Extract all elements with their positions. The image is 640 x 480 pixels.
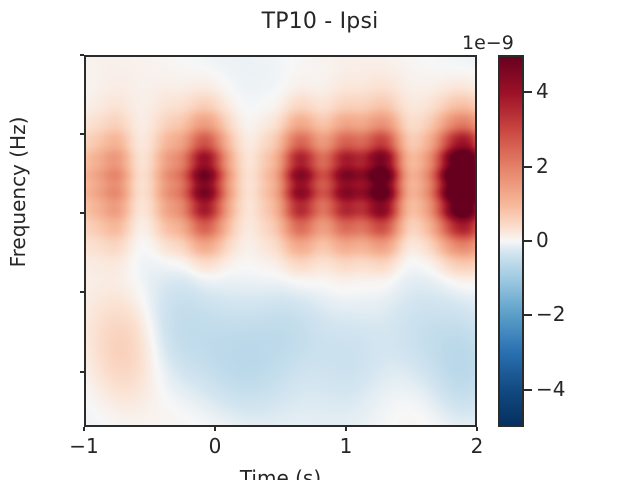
- y-tick-mark-30: [80, 54, 84, 56]
- x-tick-mark-2: [476, 427, 478, 431]
- x-tick-mark-0: [214, 427, 216, 431]
- colorbar-tick-mark-2: [524, 165, 532, 168]
- colorbar-tick-label-4: 4: [536, 79, 549, 104]
- heatmap-image: [86, 57, 475, 425]
- y-tick-mark-25: [80, 133, 84, 136]
- colorbar-tick-mark-0: [524, 240, 532, 242]
- colorbar-tick-mark-4: [524, 91, 532, 94]
- x-tick-label-1: 1: [339, 434, 353, 458]
- colorbar-gradient: [500, 57, 522, 425]
- colorbar-offset-text: 1e−9: [462, 32, 514, 54]
- colorbar[interactable]: [498, 55, 524, 427]
- colorbar-tick-mark--2: [524, 314, 532, 317]
- x-tick-label--1: −1: [69, 434, 99, 458]
- x-tick-mark--1: [83, 427, 85, 431]
- colorbar-tick-label--2: −2: [536, 302, 566, 327]
- y-tick-mark-10: [80, 370, 84, 373]
- x-tick-mark-1: [345, 427, 347, 431]
- y-tick-mark-20: [80, 212, 84, 215]
- page-title: TP10 - Ipsi: [261, 9, 379, 34]
- colorbar-tick-label--4: −4: [536, 376, 566, 401]
- y-axis-label: Frequency (Hz): [6, 116, 30, 268]
- x-tick-label-0: 0: [208, 434, 222, 458]
- x-tick-label-2: 2: [470, 434, 484, 458]
- y-tick-mark-15: [80, 291, 84, 294]
- colorbar-tick-label-2: 2: [536, 153, 549, 178]
- heatmap-axes[interactable]: [84, 55, 477, 427]
- colorbar-tick-label-0: 0: [536, 228, 549, 252]
- x-axis-label: Time (s): [239, 466, 322, 480]
- colorbar-tick-mark--4: [524, 388, 532, 391]
